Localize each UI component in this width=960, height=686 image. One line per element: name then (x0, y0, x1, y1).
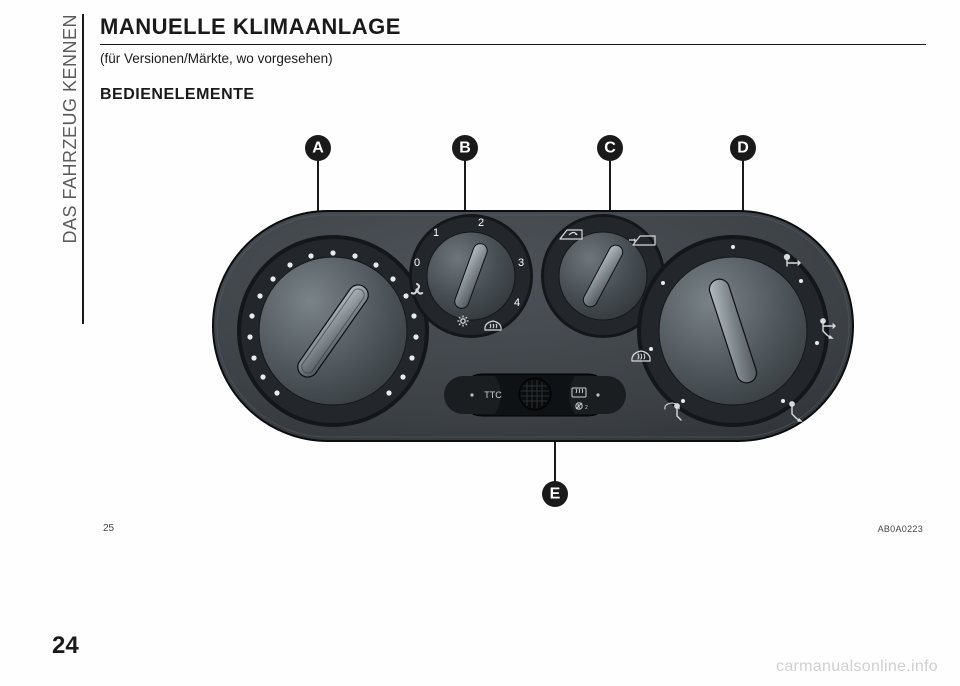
svg-text:1: 1 (433, 227, 439, 239)
climate-panel-illustration: 1 2 0 3 4 (103, 126, 923, 516)
page-subtitle: (für Versionen/Märkte, wo vorgesehen) (100, 51, 926, 66)
chapter-label: DAS FAHRZEUG KENNEN (60, 14, 81, 244)
page-number: 24 (52, 632, 79, 660)
svg-text:E: E (550, 486, 561, 503)
callout-e: E (542, 481, 568, 507)
figure-number: 25 (103, 523, 114, 534)
title-rule (100, 44, 926, 45)
section-heading: BEDIENELEMENTE (100, 86, 926, 104)
callout-d: D (730, 135, 756, 161)
svg-text:B: B (459, 140, 471, 157)
svg-text:2: 2 (478, 217, 484, 229)
svg-text:C: C (604, 140, 616, 157)
page-title: MANUELLE KLIMAANLAGE (100, 14, 926, 44)
fan-speed-dial: 1 2 0 3 4 (409, 214, 533, 338)
temperature-dial (237, 235, 429, 427)
chapter-tab: DAS FAHRZEUG KENNEN (58, 14, 84, 324)
callout-b: B (452, 135, 478, 161)
page-content: MANUELLE KLIMAANLAGE (für Versionen/Märk… (100, 14, 926, 516)
center-button-cluster: TTC (444, 374, 626, 416)
ttc-button: TTC (444, 376, 502, 414)
svg-text:D: D (737, 140, 749, 157)
svg-text:0: 0 (414, 257, 420, 269)
svg-text:4: 4 (514, 297, 520, 309)
callout-a: A (305, 135, 331, 161)
manual-page: DAS FAHRZEUG KENNEN MANUELLE KLIMAANLAGE… (0, 0, 960, 686)
watermark: carmanualsonline.info (776, 658, 938, 676)
sensor-grille (519, 378, 551, 410)
rear-defrost-button: 2 (569, 376, 626, 414)
ttc-label: TTC (484, 390, 502, 400)
svg-text:A: A (312, 140, 324, 157)
callout-c: C (597, 135, 623, 161)
svg-text:2: 2 (585, 405, 588, 411)
svg-text:3: 3 (518, 257, 524, 269)
figure: 1 2 0 3 4 (103, 126, 923, 516)
figure-code: AB0A0223 (878, 524, 923, 534)
